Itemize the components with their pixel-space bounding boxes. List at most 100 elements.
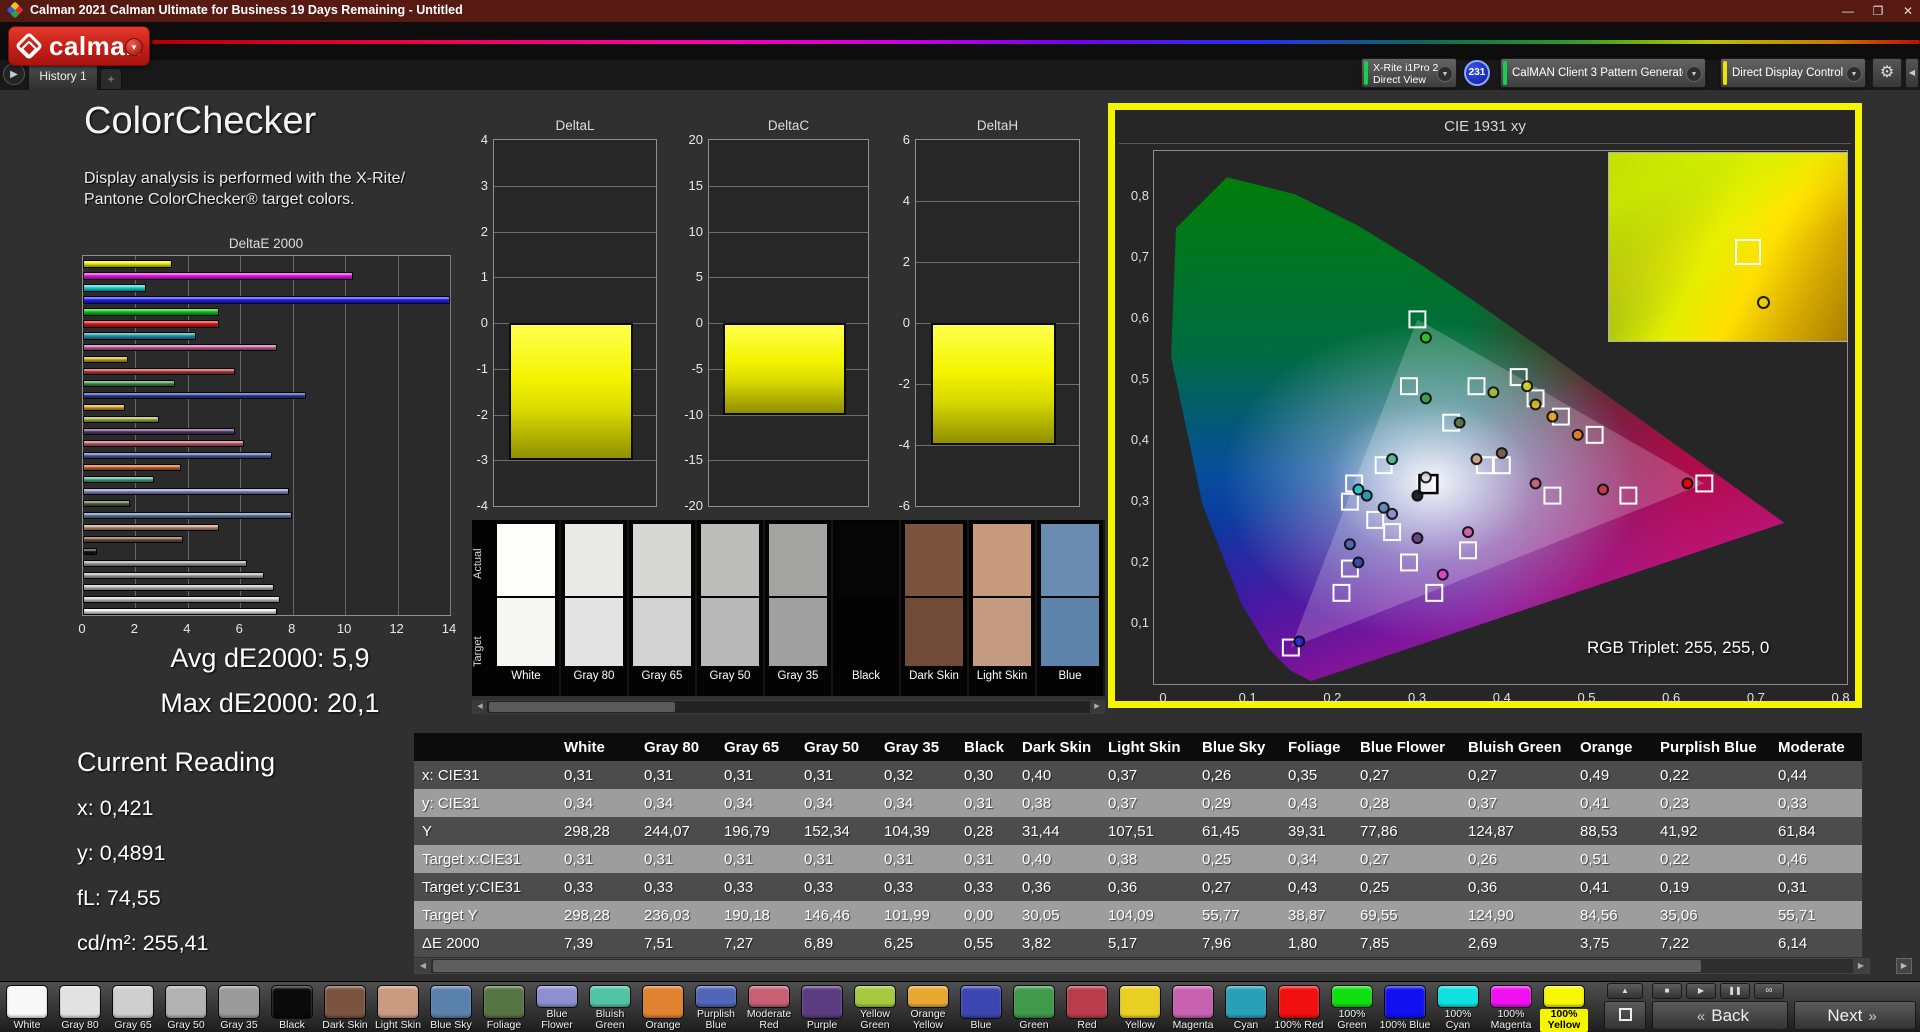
patch-column-gray-35[interactable]: Gray 35 (765, 520, 833, 696)
chip-swatch (324, 985, 366, 1019)
patch-column-black[interactable]: Black (833, 520, 901, 696)
deltae-bar-orange-yellow (83, 403, 125, 412)
table-cell: 61,45 (1194, 817, 1280, 845)
pattern-chip-gray-35[interactable]: Gray 35 (213, 983, 265, 1032)
gridline (916, 262, 1079, 263)
patch-column-gray-65[interactable]: Gray 65 (629, 520, 697, 696)
deltae-bar-blue-sky (83, 511, 292, 520)
description-line2: Pantone ColorChecker® target colors. (84, 191, 355, 208)
pattern-chip-purplish-blue[interactable]: Purplish Blue (690, 983, 742, 1032)
table-scroll-right-button[interactable]: ▶ (1896, 958, 1912, 974)
pattern-chip-gray-80[interactable]: Gray 80 (54, 983, 106, 1032)
table-scrollbar[interactable]: ◀ ▶ (414, 958, 1870, 974)
tab-history-1[interactable]: History 1 (28, 62, 98, 90)
calman-menu-button[interactable]: calman ▼ (8, 26, 150, 66)
meter-dropdown[interactable]: X-Rite i1Pro 2 Direct View ▼ (1361, 58, 1457, 88)
patch-column-light-skin[interactable]: Light Skin (969, 520, 1037, 696)
pattern-chip-yellow[interactable]: Yellow (1114, 983, 1166, 1032)
scroll-left-icon[interactable]: ◀ (415, 959, 431, 973)
deltae-bar-100-blue (83, 295, 450, 304)
loop-icon[interactable]: ∞ (1754, 983, 1784, 999)
y-tick: 3 (480, 177, 488, 193)
gear-icon[interactable]: ⚙ (1872, 58, 1902, 88)
patch-column-dark-skin[interactable]: Dark Skin (901, 520, 969, 696)
pattern-chip-purple[interactable]: Purple (796, 983, 848, 1032)
measured-point-circle (1386, 507, 1399, 520)
pattern-chip-dark-skin[interactable]: Dark Skin (319, 983, 371, 1032)
measured-point-circle (1521, 380, 1534, 393)
table-scroll-thumb[interactable] (433, 960, 1701, 972)
pattern-chip-light-skin[interactable]: Light Skin (372, 983, 424, 1032)
cie-y-tick: 0,8 (1130, 188, 1149, 203)
measured-point-circle (1681, 477, 1694, 490)
logo-caret-icon[interactable]: ▼ (125, 38, 143, 56)
chevron-down-icon[interactable]: ▼ (1686, 66, 1702, 82)
maximize-button[interactable]: ❐ (1872, 4, 1884, 18)
pattern-chip-orange-yellow[interactable]: Orange Yellow (902, 983, 954, 1032)
meter-count-badge[interactable]: 231 (1464, 60, 1490, 86)
pattern-chip-100-yellow[interactable]: 100% Yellow (1538, 983, 1590, 1032)
pattern-chip-bluish-green[interactable]: Bluish Green (584, 983, 636, 1032)
pattern-chip-blue-sky[interactable]: Blue Sky (425, 983, 477, 1032)
pattern-chip-moderate-red[interactable]: Moderate Red (743, 983, 795, 1032)
chip-label: 100% Yellow (1540, 1009, 1588, 1032)
chip-label: Gray 35 (220, 1019, 258, 1031)
pattern-chip-green[interactable]: Green (1008, 983, 1060, 1032)
strip-scrollbar[interactable]: ◀ ▶ (472, 700, 1105, 714)
chevron-down-icon[interactable]: ▼ (1846, 66, 1862, 82)
next-button[interactable]: Next » (1794, 1001, 1916, 1030)
pattern-chip-100-red[interactable]: 100% Red (1273, 983, 1325, 1032)
gridline (494, 185, 656, 187)
chevron-down-icon[interactable]: ▼ (1437, 66, 1453, 82)
patch-column-blue[interactable]: Blue (1037, 520, 1105, 696)
pattern-chip-foliage[interactable]: Foliage (478, 983, 530, 1032)
pause-icon[interactable]: ❚❚ (1720, 983, 1750, 999)
pattern-chip-100-green[interactable]: 100% Green (1326, 983, 1378, 1032)
patch-name: White (511, 670, 541, 682)
pattern-chip-cyan[interactable]: Cyan (1220, 983, 1272, 1032)
table-cell: 0,40 (1014, 845, 1100, 873)
back-button[interactable]: « Back (1652, 1001, 1788, 1030)
pattern-window-button[interactable] (1604, 1001, 1646, 1030)
pattern-chip-100-magenta[interactable]: 100% Magenta (1485, 983, 1537, 1032)
tab-forward-icon[interactable]: ▶ (3, 63, 25, 85)
pattern-chip-red[interactable]: Red (1061, 983, 1113, 1032)
play-icon[interactable]: ▶ (1686, 983, 1716, 999)
scroll-left-icon[interactable]: ◀ (473, 701, 487, 713)
pattern-chip-blue[interactable]: Blue (955, 983, 1007, 1032)
expand-up-icon[interactable]: ▲ (1607, 983, 1643, 999)
pattern-chip-yellow-green[interactable]: Yellow Green (849, 983, 901, 1032)
scroll-right-icon[interactable]: ▶ (1853, 959, 1869, 973)
measured-point-circle (1470, 453, 1483, 466)
patch-column-gray-80[interactable]: Gray 80 (561, 520, 629, 696)
pattern-chip-100-blue[interactable]: 100% Blue (1379, 983, 1431, 1032)
deltae-bar-100-cyan (83, 283, 146, 292)
pattern-chip-gray-65[interactable]: Gray 65 (107, 983, 159, 1032)
target-point-square (1509, 368, 1528, 387)
target-point-square (1695, 474, 1714, 493)
add-tab-button[interactable]: + (100, 68, 122, 90)
measured-point-circle (1377, 501, 1390, 514)
stop-icon[interactable]: ■ (1652, 983, 1682, 999)
pattern-chip-100-cyan[interactable]: 100% Cyan (1432, 983, 1484, 1032)
pattern-chip-orange[interactable]: Orange (637, 983, 689, 1032)
pattern-source-dropdown[interactable]: CalMAN Client 3 Pattern Generator ▼ (1500, 58, 1706, 88)
patch-column-gray-50[interactable]: Gray 50 (697, 520, 765, 696)
minimize-button[interactable]: — (1842, 4, 1854, 18)
close-button[interactable]: ✕ (1902, 4, 1914, 18)
column-header-gray-65: Gray 65 (716, 733, 796, 761)
pattern-chip-black[interactable]: Black (266, 983, 318, 1032)
scroll-right-icon[interactable]: ▶ (1090, 701, 1104, 713)
pattern-chip-magenta[interactable]: Magenta (1167, 983, 1219, 1032)
pattern-chip-gray-50[interactable]: Gray 50 (160, 983, 212, 1032)
strip-scroll-thumb[interactable] (489, 702, 675, 712)
chip-swatch (377, 985, 419, 1019)
actual-swatch (1041, 524, 1099, 596)
actual-swatch (701, 524, 759, 596)
pattern-chip-white[interactable]: White (1, 983, 53, 1032)
patch-column-white[interactable]: White (493, 520, 561, 696)
pattern-chip-blue-flower[interactable]: Blue Flower (531, 983, 583, 1032)
collapse-panel-icon[interactable]: ◀ (1905, 58, 1919, 88)
display-control-dropdown[interactable]: Direct Display Control ▼ (1720, 58, 1866, 88)
target-point-square (1619, 486, 1638, 505)
